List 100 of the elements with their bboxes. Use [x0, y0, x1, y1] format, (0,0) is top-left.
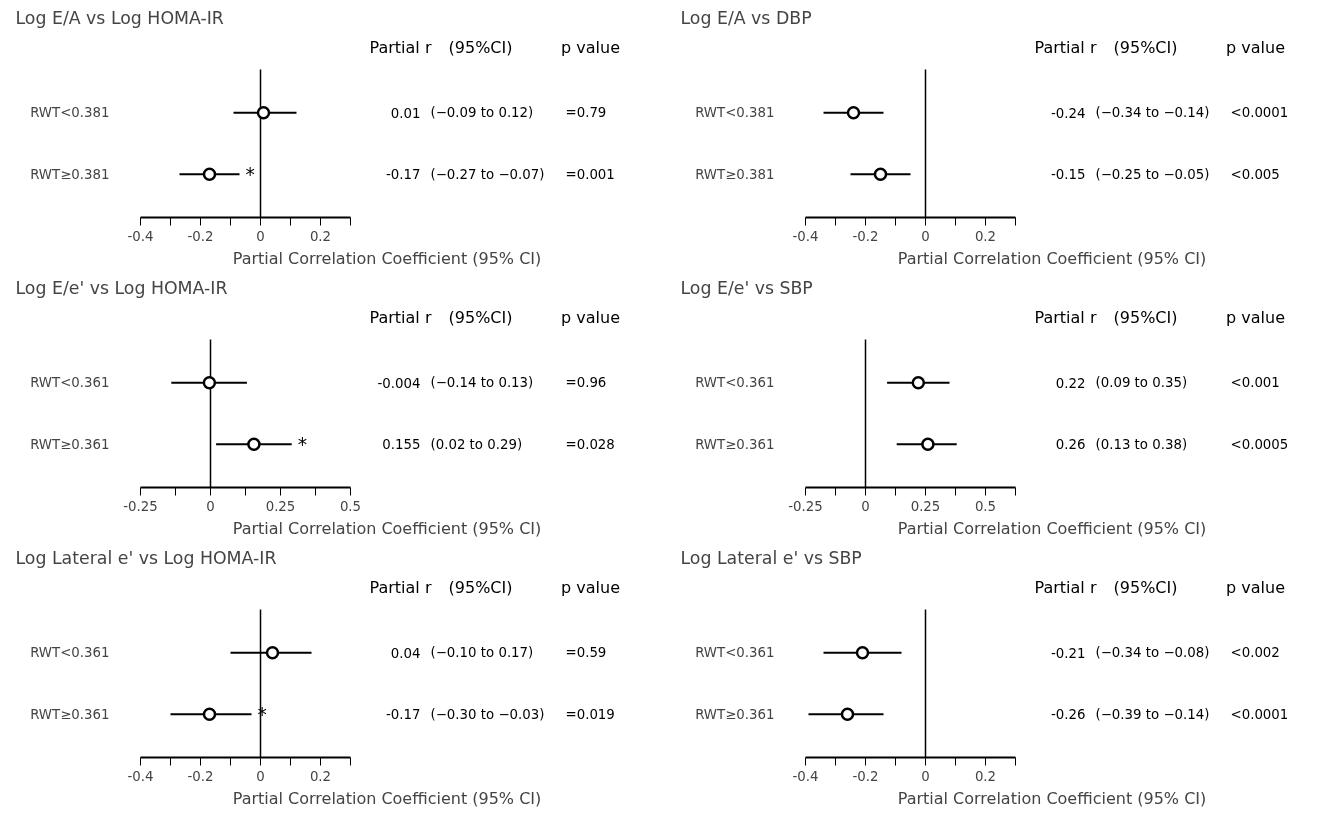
- data-label: 0.04: [390, 645, 421, 661]
- text: Partial r: [369, 38, 432, 58]
- text: =0.59: [565, 645, 607, 661]
- text: <0.001: [1230, 375, 1280, 391]
- data-label: -0.17: [386, 707, 421, 723]
- y-tick-label: RWT<0.361: [30, 375, 110, 391]
- annotation: *: [245, 163, 255, 185]
- text: (−0.10 to 0.17): [430, 645, 534, 661]
- text: Partial r: [1034, 38, 1097, 58]
- x-tick-label: -0.4: [127, 228, 154, 244]
- data-label: 0.22: [1055, 375, 1086, 391]
- y-tick-label: RWT<0.381: [695, 105, 775, 121]
- text: p value: [561, 38, 620, 58]
- text: =0.79: [565, 105, 607, 121]
- text: (−0.39 to −0.14): [1095, 706, 1210, 722]
- x-tick-label: 0: [921, 228, 930, 244]
- y-tick-label: RWT<0.361: [695, 645, 775, 661]
- x-tick-label: 0.5: [339, 498, 362, 514]
- text: <0.0001: [1230, 105, 1289, 121]
- x-axis-title: Partial Correlation Coefficient (95% CI): [232, 518, 542, 538]
- annotation: *: [297, 433, 308, 455]
- x-axis-title: Partial Correlation Coefficient (95% CI): [897, 248, 1207, 268]
- y-tick-label: RWT≥0.361: [30, 436, 110, 452]
- y-tick-label: RWT≥0.361: [695, 706, 775, 722]
- text: <0.005: [1230, 166, 1280, 182]
- text: Partial r: [369, 578, 432, 598]
- x-tick-label: 0: [256, 228, 265, 244]
- data-label: 0.26: [1055, 437, 1086, 453]
- text: =0.001: [565, 166, 615, 182]
- y-tick-label: RWT<0.361: [30, 645, 110, 661]
- text: (0.13 to 0.38): [1095, 436, 1188, 452]
- text: (−0.25 to −0.05): [1095, 166, 1210, 182]
- text: p value: [1226, 38, 1285, 58]
- x-tick-label: 0.2: [974, 768, 997, 784]
- x-axis-title: Partial Correlation Coefficient (95% CI): [232, 248, 542, 268]
- data-label: -0.17: [386, 167, 421, 183]
- chart-title: Log Lateral e' vs Log HOMA-IR: [15, 547, 277, 568]
- text: (−0.34 to −0.14): [1095, 105, 1210, 121]
- x-axis-title: Partial Correlation Coefficient (95% CI): [897, 518, 1207, 538]
- x-tick-label: -0.2: [852, 768, 879, 784]
- x-tick-label: -0.4: [127, 768, 154, 784]
- text: =0.96: [565, 375, 607, 391]
- text: Partial r: [1034, 578, 1097, 598]
- text: p value: [561, 308, 620, 328]
- x-tick-label: -0.2: [187, 228, 214, 244]
- data-label: -0.26: [1051, 707, 1086, 723]
- data-label: 0.155: [382, 437, 421, 453]
- text: <0.0001: [1230, 706, 1289, 722]
- x-tick-label: -0.25: [123, 498, 158, 514]
- text: (95%CI): [1113, 308, 1178, 328]
- text: (0.02 to 0.29): [430, 436, 523, 452]
- data-label: -0.15: [1051, 167, 1086, 183]
- y-tick-label: RWT≥0.381: [30, 166, 110, 182]
- x-axis-title: Partial Correlation Coefficient (95% CI): [232, 788, 542, 808]
- x-tick-label: -0.4: [792, 768, 819, 784]
- x-tick-label: 0: [921, 768, 930, 784]
- x-tick-label: 0.25: [910, 498, 941, 514]
- text: (95%CI): [1113, 578, 1178, 598]
- y-tick-label: RWT<0.361: [695, 375, 775, 391]
- x-tick-label: -0.25: [788, 498, 823, 514]
- data-label: 0.01: [390, 105, 421, 121]
- y-tick-label: RWT≥0.361: [30, 706, 110, 722]
- text: <0.0005: [1230, 436, 1289, 452]
- text: p value: [1226, 308, 1285, 328]
- text: Partial r: [369, 308, 432, 328]
- text: p value: [561, 578, 620, 598]
- x-tick-label: 0: [206, 498, 215, 514]
- x-tick-label: 0.2: [974, 228, 997, 244]
- data-label: -0.21: [1051, 645, 1086, 661]
- data-label: -0.24: [1051, 105, 1086, 121]
- x-tick-label: 0.25: [265, 498, 296, 514]
- text: (95%CI): [448, 578, 513, 598]
- y-tick-label: RWT≥0.381: [695, 166, 775, 182]
- text: (0.09 to 0.35): [1095, 375, 1188, 391]
- y-tick-label: RWT≥0.361: [695, 436, 775, 452]
- text: p value: [1226, 578, 1285, 598]
- x-tick-label: 0.2: [309, 228, 332, 244]
- x-tick-label: -0.4: [792, 228, 819, 244]
- x-axis-title: Partial Correlation Coefficient (95% CI): [897, 788, 1207, 808]
- chart-title: Log E/A vs DBP: [680, 7, 812, 28]
- text: (−0.34 to −0.08): [1095, 645, 1210, 661]
- chart-title: Log E/A vs Log HOMA-IR: [15, 7, 224, 28]
- text: (95%CI): [1113, 38, 1178, 58]
- x-tick-label: -0.2: [187, 768, 214, 784]
- y-tick-label: RWT<0.381: [30, 105, 110, 121]
- chart-title: Log Lateral e' vs SBP: [680, 547, 862, 568]
- text: <0.002: [1230, 645, 1280, 661]
- text: =0.019: [565, 706, 615, 722]
- chart-title: Log E/e' vs SBP: [680, 277, 813, 298]
- x-tick-label: -0.2: [852, 228, 879, 244]
- text: (−0.27 to −0.07): [430, 166, 545, 182]
- chart-title: Log E/e' vs Log HOMA-IR: [15, 277, 228, 298]
- text: (−0.09 to 0.12): [430, 105, 534, 121]
- text: (−0.14 to 0.13): [430, 375, 534, 391]
- x-tick-label: 0: [256, 768, 265, 784]
- x-tick-label: 0: [861, 498, 870, 514]
- text: (95%CI): [448, 308, 513, 328]
- text: (95%CI): [448, 38, 513, 58]
- x-tick-label: 0.2: [309, 768, 332, 784]
- text: =0.028: [565, 436, 615, 452]
